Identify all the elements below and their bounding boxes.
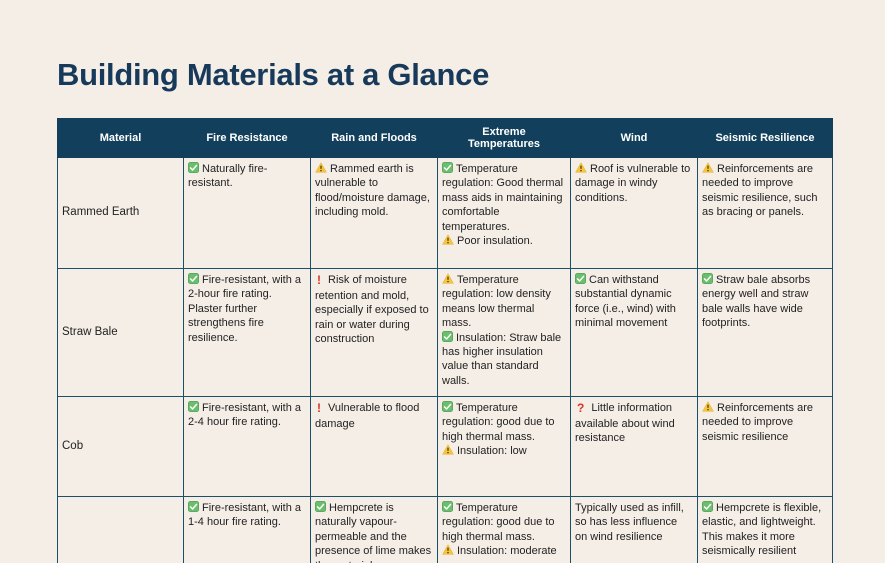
note: Fire-resistant, with a 1-4 hour fire rat… xyxy=(188,501,302,529)
check-icon xyxy=(702,273,713,284)
column-header-rain-and-floods: Rain and Floods xyxy=(310,118,438,158)
note: Roof is vulnerable to damage in windy co… xyxy=(575,162,691,204)
material-name-cell: Straw Bale xyxy=(57,268,184,397)
warning-icon xyxy=(442,234,454,245)
materials-tbody: Rammed Earth Naturally fire-resistant. Ram… xyxy=(57,157,833,563)
attribute-cell: Roof is vulnerable to damage in windy co… xyxy=(570,157,698,269)
warning-icon xyxy=(315,162,327,173)
note: Rammed earth is vulnerable to flood/mois… xyxy=(315,162,430,219)
attribute-cell: Naturally fire-resistant. xyxy=(183,157,311,269)
check-icon xyxy=(442,162,453,173)
warning-icon xyxy=(442,273,454,284)
warning-icon xyxy=(702,162,714,173)
material-name-cell xyxy=(57,496,184,563)
attribute-cell: Temperature regulation: Good thermal mas… xyxy=(437,157,571,269)
note: Fire-resistant, with a 2-4 hour fire rat… xyxy=(188,401,302,429)
note: ? Little information available about wind… xyxy=(575,401,675,445)
table-header: Material Fire Resistance Rain and Floods… xyxy=(57,118,833,158)
warning-icon xyxy=(442,544,454,555)
check-icon xyxy=(575,273,586,284)
warning-icon xyxy=(702,401,714,412)
note: Temperature regulation: good due to high… xyxy=(442,501,555,543)
note: Insulation: Straw bale has higher insula… xyxy=(442,330,562,387)
attribute-cell: Hempcrete is flexible, elastic, and ligh… xyxy=(697,496,833,563)
note: Reinforcements are needed to improve sei… xyxy=(702,401,813,443)
note: Hempcrete is flexible, elastic, and ligh… xyxy=(702,501,822,558)
attribute-cell: Temperature regulation: good due to high… xyxy=(437,496,571,563)
note: Temperature regulation: Good thermal mas… xyxy=(442,162,564,233)
attribute-cell: ! Vulnerable to flood damage xyxy=(310,396,438,497)
check-icon xyxy=(442,401,453,412)
alert-icon: ! xyxy=(317,401,321,415)
note: Insulation: low xyxy=(442,444,565,458)
attribute-cell: Fire-resistant, with a 2-4 hour fire rat… xyxy=(183,396,311,497)
materials-table: Material Fire Resistance Rain and Floods… xyxy=(57,118,833,563)
note: Temperature regulation: low density mean… xyxy=(442,273,551,330)
material-name-cell: Rammed Earth xyxy=(57,157,184,269)
attribute-cell: Fire-resistant, with a 1-4 hour fire rat… xyxy=(183,496,311,563)
column-header-fire-resistance: Fire Resistance xyxy=(183,118,311,158)
table-row: Cob Fire-resistant, with a 2-4 hour fire … xyxy=(57,396,833,497)
column-header-seismic-resilience: Seismic Resilience xyxy=(697,118,833,158)
attribute-cell: Rammed earth is vulnerable to flood/mois… xyxy=(310,157,438,269)
header-row: Material Fire Resistance Rain and Floods… xyxy=(57,118,833,158)
note: Naturally fire-resistant. xyxy=(188,162,268,190)
check-icon xyxy=(442,501,453,512)
page-title: Building Materials at a Glance xyxy=(57,57,490,92)
question-icon: ? xyxy=(577,401,585,415)
column-header-wind: Wind xyxy=(570,118,698,158)
attribute-cell: ? Little information available about wind… xyxy=(570,396,698,497)
table-row: Straw Bale Fire-resistant, with a 2-hour … xyxy=(57,268,833,397)
attribute-cell: Typically used as infill, so has less in… xyxy=(570,496,698,563)
attribute-cell: Reinforcements are needed to improve sei… xyxy=(697,396,833,497)
table-row: Rammed Earth Naturally fire-resistant. Ram… xyxy=(57,157,833,269)
check-icon xyxy=(702,501,713,512)
note: Poor insulation. xyxy=(442,234,565,248)
check-icon xyxy=(188,401,199,412)
material-name-cell: Cob xyxy=(57,396,184,497)
note: Fire-resistant, with a 2-hour fire ratin… xyxy=(188,273,302,344)
attribute-cell: Reinforcements are needed to improve sei… xyxy=(697,157,833,269)
note: Can withstand substantial dynamic force … xyxy=(575,273,676,330)
note: Temperature regulation: good due to high… xyxy=(442,401,555,443)
attribute-cell: Can withstand substantial dynamic force … xyxy=(570,268,698,397)
note: ! Risk of moisture retention and mold, es… xyxy=(315,273,429,345)
attribute-cell: ! Risk of moisture retention and mold, es… xyxy=(310,268,438,397)
check-icon xyxy=(188,501,199,512)
column-header-material: Material xyxy=(57,118,184,158)
note: ! Vulnerable to flood damage xyxy=(315,401,420,430)
check-icon xyxy=(315,501,326,512)
note: Straw bale absorbs energy well and straw… xyxy=(702,273,811,330)
note: Typically used as infill, so has less in… xyxy=(575,502,684,543)
attribute-cell: Fire-resistant, with a 2-hour fire ratin… xyxy=(183,268,311,397)
attribute-cell: Straw bale absorbs energy well and straw… xyxy=(697,268,833,397)
attribute-cell: Temperature regulation: low density mean… xyxy=(437,268,571,397)
warning-icon xyxy=(442,444,454,455)
check-icon xyxy=(188,162,199,173)
attribute-cell: Temperature regulation: good due to high… xyxy=(437,396,571,497)
table-row: Fire-resistant, with a 1-4 hour fire rat… xyxy=(57,496,833,563)
warning-icon xyxy=(575,162,587,173)
check-icon xyxy=(442,330,453,342)
alert-icon: ! xyxy=(317,273,321,287)
note: Insulation: moderate xyxy=(442,544,565,558)
attribute-cell: Hempcrete is naturally vapour-permeable … xyxy=(310,496,438,563)
note: Reinforcements are needed to improve sei… xyxy=(702,162,818,219)
column-header-extreme-temperatures: Extreme Temperatures xyxy=(437,118,571,158)
note: Hempcrete is naturally vapour-permeable … xyxy=(315,501,432,563)
check-icon xyxy=(188,273,199,284)
